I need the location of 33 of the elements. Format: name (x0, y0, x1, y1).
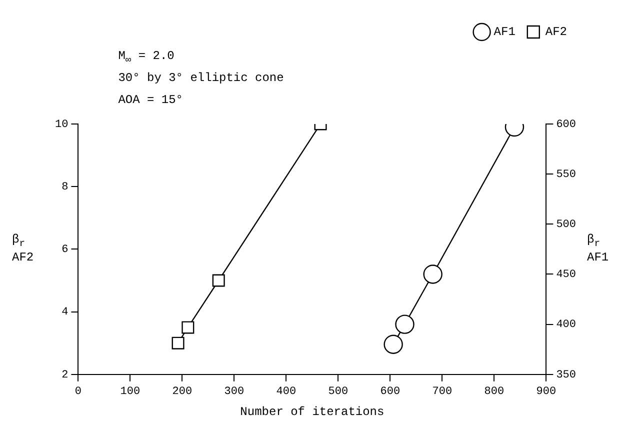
point (384, 334, 403, 354)
x-tick-label: 100 (120, 386, 140, 398)
x-tick-label: 300 (224, 386, 244, 398)
text: M∞ = 2.0 (118, 49, 174, 66)
y-tick-label: 10 (55, 118, 68, 131)
point (172, 336, 184, 350)
y-tick-label: 8 (62, 182, 68, 194)
x-axis-title: Number of iterations (240, 404, 384, 419)
y2-tick-label: 600 (556, 118, 576, 131)
y2-tick-label: 400 (556, 319, 576, 332)
y2-tick-label: 500 (556, 219, 576, 232)
y-tick-label: 6 (62, 244, 68, 256)
x-tick-label: 200 (172, 386, 192, 398)
x-tick-label: 900 (536, 386, 556, 398)
point (182, 321, 194, 334)
y-tick-label: 2 (62, 369, 68, 382)
point (212, 274, 225, 287)
x-tick-label: 700 (432, 386, 452, 398)
y2-tick-label: 550 (556, 168, 576, 181)
text: AOA = 15° (118, 93, 184, 108)
x-tick-label: 500 (328, 386, 348, 398)
text: 30° by 3° elliptic cone (118, 71, 284, 86)
y2-tick-label: 450 (556, 269, 576, 282)
x-tick-label: 600 (380, 386, 400, 398)
y2-tick-label: 350 (556, 369, 576, 382)
point (423, 264, 442, 284)
y-tick-label: 4 (62, 306, 69, 319)
point (395, 314, 414, 334)
x-tick-label: 400 (276, 386, 296, 398)
legend-label: AF2 (545, 25, 568, 40)
legend-label: AF1 (494, 25, 516, 40)
x-tick-label: 0 (74, 386, 82, 398)
x-tick-label: 800 (484, 386, 504, 398)
